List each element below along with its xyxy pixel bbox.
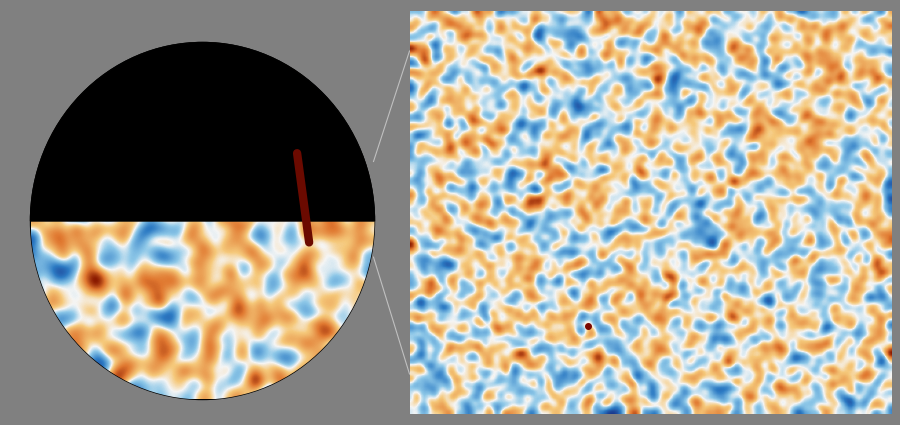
Wedge shape [31,42,374,221]
Circle shape [31,42,374,400]
